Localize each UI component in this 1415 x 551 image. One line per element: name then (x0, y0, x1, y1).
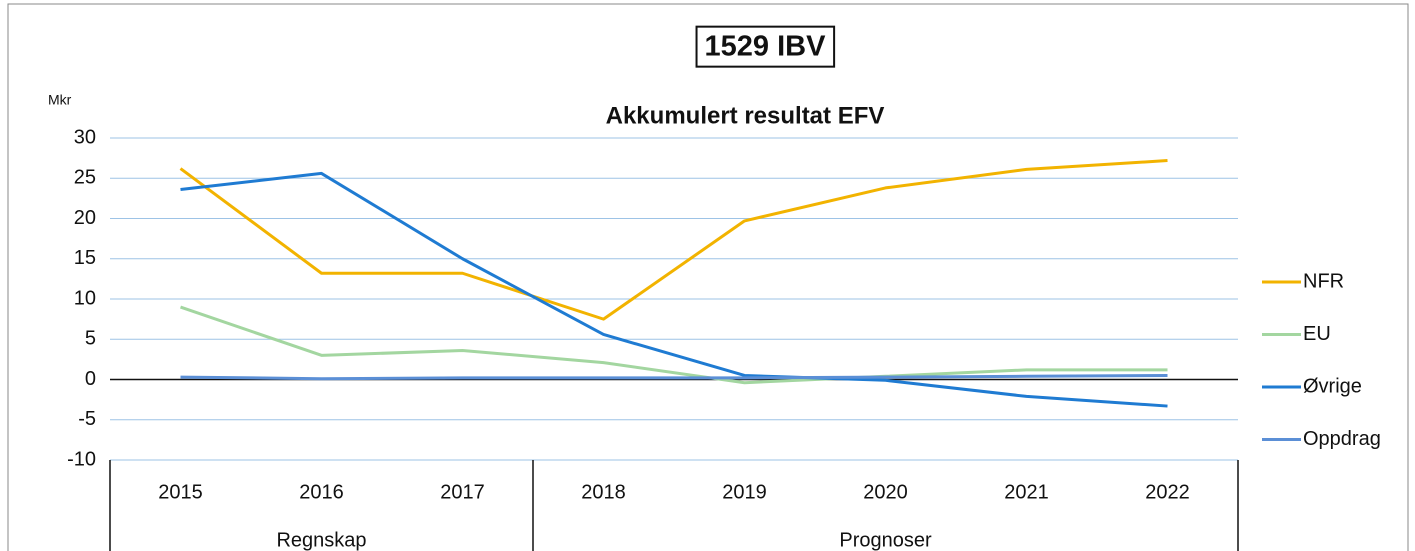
series-line (180, 171, 1168, 408)
chart-title: 1529 IBV (705, 31, 827, 63)
group-label: Prognoser (839, 529, 932, 551)
x-tick-label: 2017 (440, 481, 485, 503)
legend-label: NFR (1303, 270, 1344, 292)
y-tick-label: 15 (74, 247, 96, 269)
y-tick-label: -10 (67, 448, 96, 470)
series-line (180, 305, 1168, 385)
y-tick-label: -5 (78, 408, 96, 430)
x-tick-label: 2015 (158, 481, 203, 503)
y-tick-label: 20 (74, 207, 96, 229)
y-tick-label: 5 (85, 328, 96, 350)
x-tick-label: 2020 (863, 481, 908, 503)
legend-label: Oppdrag (1303, 428, 1381, 450)
y-tick-label: 10 (74, 287, 96, 309)
series-line (180, 373, 1168, 381)
frame (7, 3, 1409, 551)
x-tick-label: 2022 (1145, 481, 1190, 503)
x-tick-label: 2016 (299, 481, 344, 503)
chart-subtitle: Akkumulert resultat EFV (606, 102, 885, 129)
y-tick-label: 25 (74, 167, 96, 189)
y-axis-label: Mkr (48, 92, 72, 108)
x-tick-label: 2019 (722, 481, 767, 503)
x-tick-label: 2018 (581, 481, 626, 503)
y-tick-label: 0 (85, 368, 96, 390)
legend-label: EU (1303, 323, 1331, 345)
title-box (695, 25, 836, 68)
series-line (179, 159, 1168, 321)
x-tick-label: 2021 (1004, 481, 1049, 503)
group-label: Regnskap (276, 529, 366, 551)
legend-label: Øvrige (1303, 375, 1362, 397)
y-tick-label: 30 (74, 126, 96, 148)
